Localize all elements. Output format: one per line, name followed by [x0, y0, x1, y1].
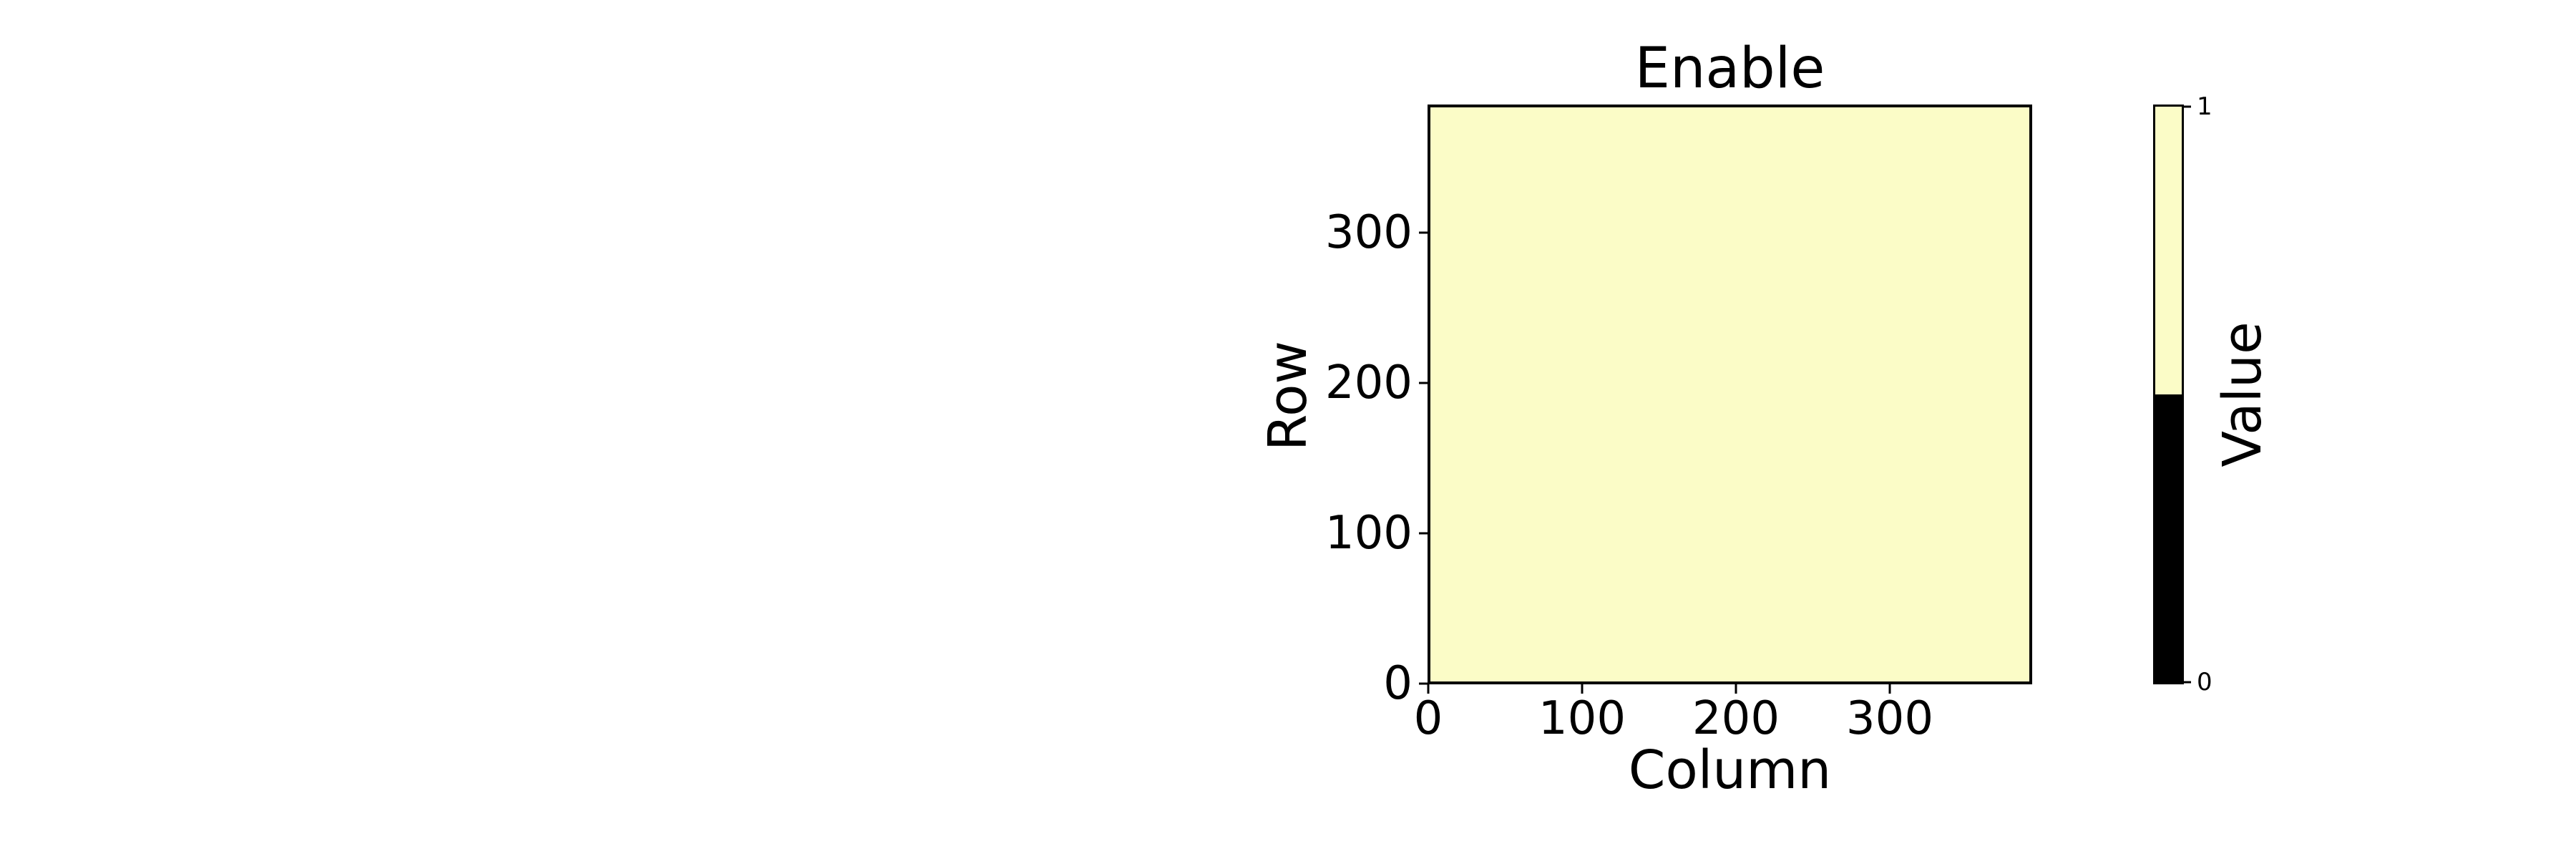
colorbar-tick-label-1: 1 [2197, 92, 2212, 121]
colorbar-tick-mark [2184, 681, 2191, 684]
y-tick-mark [1419, 532, 1428, 535]
heatmap-area [1428, 105, 2032, 684]
y-axis-label: Row [1257, 341, 1319, 451]
x-tick-label: 300 [1845, 692, 1934, 745]
colorbar-segment-high [2155, 107, 2182, 394]
colorbar-tick-mark [2184, 105, 2191, 108]
x-tick-mark [1427, 684, 1430, 694]
y-tick-label: 200 [1324, 356, 1413, 409]
y-tick-mark [1419, 231, 1428, 234]
y-tick-label: 100 [1324, 507, 1413, 560]
figure-title: Enable [1634, 37, 1825, 101]
colorbar-tick-label-0: 0 [2197, 668, 2212, 697]
x-tick-label: 100 [1538, 692, 1626, 745]
y-tick-label: 300 [1324, 206, 1413, 259]
x-tick-label: 200 [1692, 692, 1780, 745]
y-tick-label: 0 [1383, 657, 1413, 710]
y-tick-mark [1419, 382, 1428, 384]
x-axis-label: Column [1628, 739, 1832, 801]
colorbar [2153, 105, 2184, 684]
colorbar-label: Value [2212, 321, 2273, 467]
x-tick-mark [1888, 684, 1891, 694]
x-tick-mark [1735, 684, 1737, 694]
y-tick-mark [1419, 682, 1428, 685]
colorbar-segment-low [2155, 394, 2182, 682]
x-tick-label: 0 [1413, 692, 1443, 745]
x-tick-mark [1581, 684, 1584, 694]
